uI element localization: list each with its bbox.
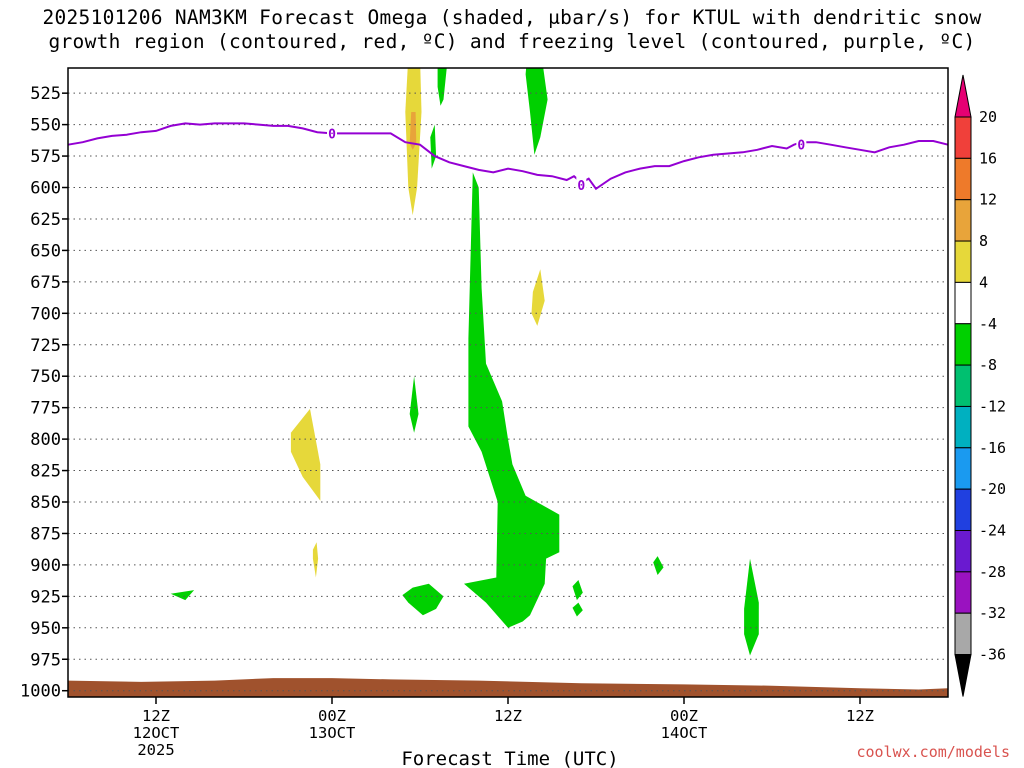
colorbar-bin-10	[954, 488, 972, 531]
y-tick-label-750: 750	[30, 367, 61, 387]
colorbar-bin-13	[954, 612, 972, 656]
omega-region-5	[312, 542, 319, 578]
colorbar-label-1: 20	[979, 108, 997, 126]
colorbar-label-13: -32	[979, 604, 1006, 622]
y-tick-label-575: 575	[30, 147, 61, 167]
y-tick-label-600: 600	[30, 179, 61, 199]
colorbar-label-6: -4	[979, 315, 997, 333]
colorbar-bin-8	[954, 405, 972, 449]
x-tick-label-1-1: 12Z	[142, 707, 170, 725]
x-tick-label-4-2: 14OCT	[661, 724, 708, 742]
axes: 525 550 575 600 625 650 675 700 725 750 775 800 825 8…	[20, 67, 949, 759]
freezing-level-label-1: 0	[328, 127, 336, 142]
freezing-level-label-3: 0	[797, 139, 805, 154]
freezing-label-bg-3	[796, 136, 807, 152]
y-tick-label-975: 975	[30, 650, 61, 670]
x-tick-label-1-3: 2025	[137, 741, 174, 759]
colorbar-label-9: -16	[979, 439, 1006, 457]
freezing-level-contour: 0 0 0	[67, 122, 949, 194]
omega-region-16	[653, 556, 664, 575]
colorbar-bin-2	[954, 157, 972, 201]
colorbar-label-14: -36	[979, 646, 1006, 664]
colorbar-label-2: 16	[979, 149, 997, 167]
chart-title-line-2: growth region (contoured, red, ºC) and f…	[48, 30, 976, 53]
y-tick-label-725: 725	[30, 336, 61, 356]
x-tick-label-1-2: 12OCT	[133, 724, 180, 742]
colorbar: 20 16 12 8 4 -4 -8 -12 -16 -20 -24 -28 -32 -36	[954, 74, 1006, 697]
y-tick-label-525: 525	[30, 84, 61, 104]
freezing-level-label-2: 0	[577, 179, 585, 194]
colorbar-label-12: -28	[979, 563, 1006, 581]
x-tick-label-3-1: 12Z	[494, 707, 522, 725]
site-credit: coolwx.com/models	[856, 743, 1010, 761]
omega-shading	[170, 57, 759, 656]
y-tick-label-825: 825	[30, 462, 61, 482]
y-tick-label-900: 900	[30, 556, 61, 576]
omega-region-14	[572, 580, 583, 601]
colorbar-bin-12	[954, 571, 972, 614]
omega-region-6	[721, 57, 724, 64]
omega-region-10	[464, 172, 560, 628]
freezing-label-bg-1	[327, 125, 337, 141]
colorbar-bin-top	[954, 74, 972, 118]
colorbar-bin-1	[954, 116, 972, 159]
omega-region-12	[402, 583, 444, 616]
y-tick-label-800: 800	[30, 430, 61, 450]
colorbar-bin-3	[954, 199, 972, 242]
colorbar-label-5: 4	[979, 273, 988, 291]
omega-region-3	[290, 408, 321, 501]
y-tick-label-850: 850	[30, 493, 61, 513]
colorbar-bin-5	[954, 281, 972, 325]
omega-region-17	[744, 558, 759, 656]
colorbar-label-8: -12	[979, 397, 1006, 415]
terrain-fill	[68, 678, 948, 697]
colorbar-label-3: 12	[979, 191, 997, 209]
x-tick-label-5-1: 12Z	[846, 707, 874, 725]
colorbar-label-4: 8	[979, 232, 988, 250]
omega-region-7	[437, 68, 447, 106]
colorbar-label-11: -24	[979, 522, 1006, 540]
colorbar-bin-6	[954, 323, 972, 366]
x-tick-label-2-2: 13OCT	[309, 724, 356, 742]
omega-region-9	[430, 124, 437, 169]
y-tick-label-925: 925	[30, 587, 61, 607]
colorbar-bin-bottom	[954, 654, 972, 697]
colorbar-bin-4	[954, 240, 972, 283]
y-tick-label-550: 550	[30, 116, 61, 136]
omega-region-2	[409, 112, 417, 150]
colorbar-label-10: -20	[979, 480, 1006, 498]
y-tick-label-675: 675	[30, 273, 61, 293]
y-tick-label-650: 650	[30, 241, 61, 261]
y-tick-label-1000: 1000	[20, 682, 61, 702]
colorbar-bin-11	[954, 530, 972, 573]
y-tick-label-875: 875	[30, 524, 61, 544]
colorbar-bin-9	[954, 447, 972, 490]
y-tick-label-625: 625	[30, 210, 61, 230]
chart-title-line-1: 2025101206 NAM3KM Forecast Omega (shaded…	[42, 6, 982, 29]
plot-frame	[67, 67, 949, 698]
grid-lines	[68, 92, 948, 692]
colorbar-label-7: -8	[979, 356, 997, 374]
omega-region-4	[531, 269, 545, 326]
freezing-label-bg-2	[576, 176, 587, 192]
x-axis-title: Forecast Time (UTC)	[401, 748, 618, 768]
omega-region-15	[572, 602, 583, 617]
y-tick-label-950: 950	[30, 619, 61, 639]
axis-text: Forecast Time (UTC) coolwx.com/models	[401, 743, 1010, 768]
omega-region-13	[170, 590, 195, 601]
omega-region-8	[525, 68, 548, 155]
x-tick-label-2-1: 00Z	[318, 707, 346, 725]
colorbar-bin-7	[954, 364, 972, 407]
y-tick-label-700: 700	[30, 304, 61, 324]
surface-terrain	[68, 678, 948, 697]
omega-region-11	[409, 376, 419, 433]
y-tick-label-775: 775	[30, 399, 61, 419]
x-tick-label-4-1: 00Z	[670, 707, 698, 725]
